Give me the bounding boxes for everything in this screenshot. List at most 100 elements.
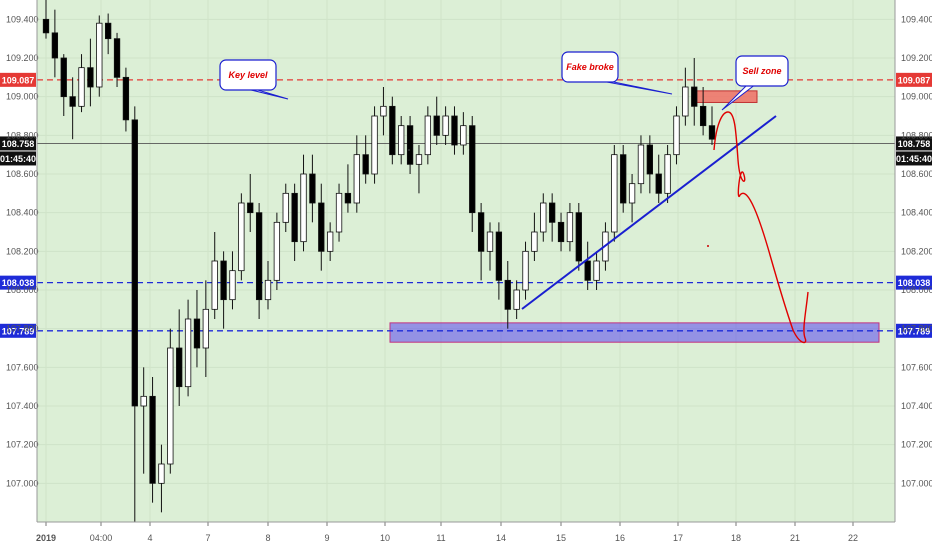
candle-body [309, 173, 316, 204]
y-tick-left: 107.400 [6, 401, 39, 411]
candle-body [300, 173, 307, 243]
x-tick-label: 4 [147, 533, 152, 543]
candle-body [291, 192, 298, 243]
level-tag-right: 108.038 [898, 278, 931, 288]
x-tick-label: 2019 [36, 533, 56, 543]
x-tick-label: 11 [436, 533, 445, 543]
candle-body [504, 279, 511, 310]
y-tick-right: 108.600 [901, 169, 932, 179]
y-tick-left: 107.200 [6, 440, 39, 450]
candle-body [264, 279, 272, 301]
callout-label: Sell zone [742, 66, 781, 76]
candle-body [344, 192, 352, 204]
candle-body [549, 202, 556, 223]
countdown-tag-right: 01:45:40 [896, 154, 932, 164]
candle-body [229, 270, 236, 301]
candle-body [362, 154, 369, 175]
candle-body [140, 395, 147, 407]
y-tick-right: 109.000 [901, 92, 932, 102]
candle-body [415, 154, 423, 165]
candle-body [646, 144, 653, 175]
level-tag-right-bg [896, 275, 932, 290]
callout-label: Key level [228, 70, 268, 80]
candle-body [335, 192, 343, 233]
y-tick-left: 108.800 [6, 130, 39, 140]
candle-body [105, 22, 112, 40]
candle-body [637, 144, 645, 185]
projection-path [713, 111, 809, 344]
level-tag-left-bg [0, 72, 36, 87]
callout-tail [242, 87, 289, 100]
candle-body [451, 115, 458, 146]
candle-body [389, 105, 396, 156]
y-tick-right: 107.800 [901, 324, 932, 334]
callout-label: Fake broke [566, 62, 614, 72]
candle-body [477, 212, 485, 252]
y-tick-right: 109.400 [901, 14, 932, 24]
candle-body [149, 395, 156, 484]
level-tag-right: 107.789 [898, 326, 931, 336]
candle-body [513, 289, 520, 310]
y-tick-right: 109.200 [901, 53, 932, 63]
level-tag-left: 109.087 [2, 75, 35, 85]
y-tick-right: 107.000 [901, 478, 932, 488]
candle-body [247, 202, 254, 214]
candle-body [202, 308, 209, 349]
y-tick-left: 107.800 [6, 324, 39, 334]
candle-body [708, 125, 716, 140]
current-price-tag-left: 108.758 [2, 139, 35, 149]
candle-body [557, 221, 565, 243]
y-tick-left: 108.600 [6, 169, 39, 179]
candle-body [486, 231, 494, 252]
trend-line [521, 115, 777, 310]
marker-dot [707, 245, 709, 247]
drawings [408, 111, 809, 344]
y-tick-left: 107.600 [6, 362, 39, 372]
candle-body [158, 463, 165, 484]
x-tick-label: 7 [205, 533, 210, 543]
y-tick-left: 109.000 [6, 92, 39, 102]
countdown-tag-right-bg [896, 151, 932, 166]
level-tag-right-bg [896, 72, 932, 87]
candles [42, 0, 716, 522]
countdown-tag-left-bg [0, 151, 36, 166]
current-price-tag-right-bg [896, 136, 932, 151]
candle-body [51, 32, 59, 59]
candle-body [238, 202, 245, 272]
candle-body [495, 231, 503, 281]
x-tick-label: 15 [556, 533, 566, 543]
candle-body [540, 202, 547, 233]
candle-body [593, 260, 600, 281]
candle-body [184, 318, 192, 388]
candle-body [273, 221, 281, 281]
marker-dot [408, 149, 410, 151]
candle-body [255, 212, 263, 301]
y-tick-left: 107.000 [6, 478, 39, 488]
candle-body [176, 347, 183, 388]
candle-body [611, 154, 618, 233]
y-tick-right: 108.800 [901, 130, 932, 140]
candle-body [211, 260, 218, 310]
y-tick-right: 107.600 [901, 362, 932, 372]
callout-tail [721, 83, 757, 111]
x-tick-label: 16 [615, 533, 625, 543]
candle-body [620, 154, 627, 204]
candle-body [691, 86, 698, 107]
candle-body [122, 76, 130, 121]
candle-body [673, 115, 680, 156]
x-tick-label: 9 [324, 533, 329, 543]
x-tick-label: 22 [848, 533, 858, 543]
candle-body [433, 115, 440, 136]
x-tick-label: 8 [265, 533, 270, 543]
candle-body [460, 125, 467, 146]
candle-body [628, 183, 636, 204]
y-tick-right: 107.200 [901, 440, 932, 450]
y-tick-left: 109.200 [6, 53, 39, 63]
candle-body [193, 318, 201, 349]
candle-body [327, 231, 334, 252]
candle-body [575, 212, 582, 262]
x-tick-label: 10 [380, 533, 390, 543]
level-tag-right-bg [896, 323, 932, 338]
callout-box [219, 59, 277, 91]
